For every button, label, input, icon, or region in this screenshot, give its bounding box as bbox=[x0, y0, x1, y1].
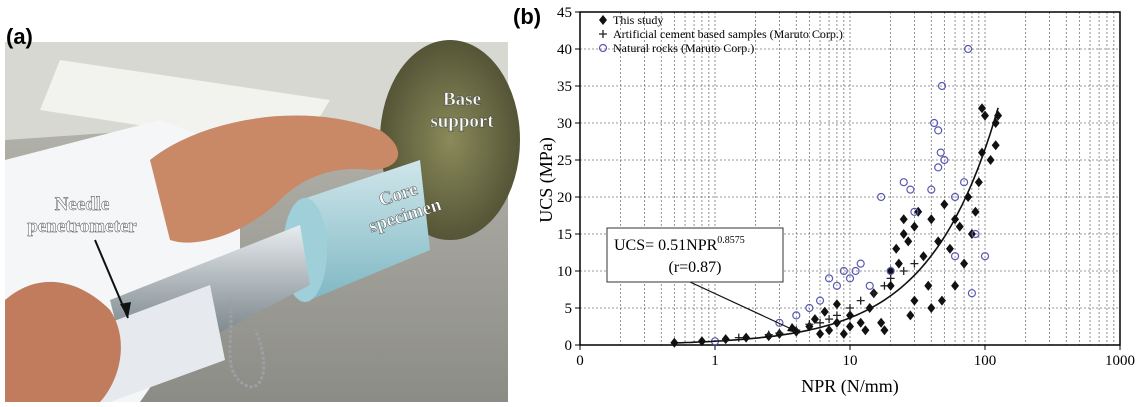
x-tick-label: 1000 bbox=[1105, 353, 1135, 369]
point bbox=[866, 282, 873, 289]
annotation-line: Needle bbox=[55, 194, 110, 215]
point bbox=[904, 236, 912, 246]
y-tick-label: 5 bbox=[565, 301, 573, 317]
legend-marker bbox=[600, 45, 607, 52]
point bbox=[935, 164, 942, 171]
annotation-line: support bbox=[430, 111, 494, 132]
series bbox=[712, 46, 989, 345]
point bbox=[722, 334, 730, 344]
legend-label: Artificial cement based samples (Maruto … bbox=[613, 27, 843, 41]
fit-arrowhead bbox=[787, 323, 800, 333]
point bbox=[927, 214, 935, 224]
point bbox=[857, 318, 865, 328]
point bbox=[927, 303, 935, 313]
point bbox=[742, 333, 750, 343]
x-axis-label: NPR (N/mm) bbox=[801, 376, 899, 397]
point bbox=[938, 296, 946, 306]
point bbox=[825, 315, 833, 323]
point bbox=[975, 177, 983, 187]
legend-label: Natural rocks (Maruto Corp.) bbox=[613, 41, 754, 55]
point bbox=[900, 179, 907, 186]
point bbox=[833, 299, 841, 309]
plot: 0 1 10 100 1000 0 5 10 15 20 25 30 35 40 45 This studyA… bbox=[557, 5, 1135, 369]
point bbox=[940, 199, 948, 209]
point bbox=[900, 229, 908, 239]
point bbox=[892, 244, 900, 254]
fit-arrow bbox=[690, 282, 800, 333]
x-tick-label: 10 bbox=[843, 353, 858, 369]
y-tick-label: 20 bbox=[557, 190, 572, 206]
fit-label: UCS= 0.51NPR bbox=[614, 237, 718, 254]
series bbox=[670, 103, 1002, 348]
y-tick-label: 45 bbox=[557, 5, 572, 21]
panel-label: (b) bbox=[513, 4, 541, 29]
y-tick-label: 35 bbox=[557, 79, 572, 95]
point bbox=[857, 260, 864, 267]
point bbox=[906, 310, 914, 320]
point bbox=[861, 325, 869, 335]
fit-r: (r=0.87) bbox=[668, 259, 721, 276]
point bbox=[840, 329, 848, 339]
annotation-line: penetrometer bbox=[27, 216, 137, 237]
y-axis-label: UCS (MPa) bbox=[536, 137, 557, 223]
y-tick-label: 30 bbox=[557, 116, 572, 132]
legend-label: This study bbox=[613, 13, 663, 27]
point bbox=[910, 296, 918, 306]
point bbox=[880, 282, 888, 290]
x-tick-label: 1 bbox=[711, 353, 719, 369]
point bbox=[900, 267, 908, 275]
point bbox=[951, 281, 959, 291]
point bbox=[937, 149, 944, 156]
point bbox=[816, 329, 824, 339]
point bbox=[946, 244, 954, 254]
y-tick-label: 0 bbox=[565, 338, 573, 354]
legend-marker bbox=[599, 15, 607, 25]
point bbox=[846, 304, 854, 312]
y-tick-label: 10 bbox=[557, 264, 572, 280]
point bbox=[919, 251, 927, 261]
point bbox=[987, 155, 995, 165]
fit-exponent: 0.8575 bbox=[717, 235, 745, 246]
point bbox=[960, 259, 968, 269]
legend-marker bbox=[599, 30, 607, 38]
point bbox=[971, 207, 979, 217]
point bbox=[887, 274, 895, 282]
point bbox=[910, 260, 918, 268]
y-tick-label: 15 bbox=[557, 227, 572, 243]
point bbox=[825, 325, 833, 335]
point bbox=[956, 222, 964, 232]
point bbox=[895, 259, 903, 269]
point bbox=[846, 322, 854, 332]
point bbox=[935, 127, 942, 134]
y-tick-label: 40 bbox=[557, 42, 572, 58]
y-tick-label: 25 bbox=[557, 153, 572, 169]
panel-label: (a) bbox=[6, 24, 33, 49]
point bbox=[910, 222, 918, 232]
x-tick-label: 100 bbox=[974, 353, 997, 369]
point bbox=[870, 289, 878, 297]
point bbox=[907, 186, 914, 193]
point bbox=[857, 297, 865, 305]
x-tick-label: 0 bbox=[576, 353, 584, 369]
figure: BasesupportCorespecimenNeedlepenetromete… bbox=[0, 0, 1141, 402]
point bbox=[833, 311, 841, 319]
point bbox=[992, 140, 1000, 150]
point bbox=[900, 214, 908, 224]
annotation-line: Base bbox=[443, 89, 481, 110]
